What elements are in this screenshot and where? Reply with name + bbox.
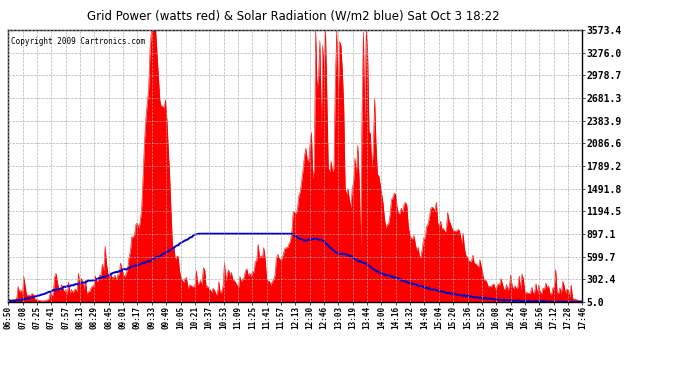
Text: Copyright 2009 Cartronics.com: Copyright 2009 Cartronics.com [11,37,146,46]
Text: Grid Power (watts red) & Solar Radiation (W/m2 blue) Sat Oct 3 18:22: Grid Power (watts red) & Solar Radiation… [87,9,500,22]
